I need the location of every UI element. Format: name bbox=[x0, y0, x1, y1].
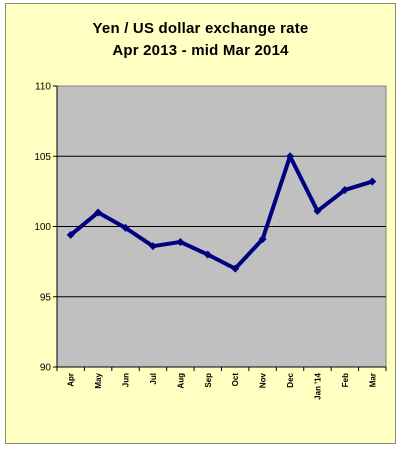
x-tick-label: Dec bbox=[286, 372, 295, 387]
data-point bbox=[148, 242, 157, 251]
x-tick-label: Feb bbox=[341, 373, 350, 387]
data-point bbox=[340, 185, 349, 194]
x-tick-label: Mar bbox=[368, 373, 377, 387]
data-point bbox=[313, 207, 322, 216]
data-point bbox=[94, 208, 103, 217]
data-point bbox=[231, 264, 240, 273]
data-point bbox=[368, 177, 377, 186]
x-tick-label: Oct bbox=[231, 373, 240, 387]
y-tick-label: 90 bbox=[40, 363, 52, 374]
x-tick-label: Nov bbox=[259, 372, 268, 388]
y-tick-label: 100 bbox=[34, 222, 51, 233]
data-point bbox=[66, 230, 75, 239]
data-point bbox=[121, 223, 130, 232]
data-point bbox=[176, 237, 185, 246]
x-tick-label: Jul bbox=[149, 373, 158, 385]
y-tick-label: 105 bbox=[34, 152, 51, 163]
x-tick-label: Jun bbox=[122, 373, 131, 387]
chart-subtitle: Apr 2013 - mid Mar 2014 bbox=[112, 42, 289, 59]
data-point bbox=[203, 250, 212, 259]
chart-title: Yen / US dollar exchange rate bbox=[92, 20, 309, 37]
data-point bbox=[286, 152, 295, 161]
x-tick-label: Aug bbox=[176, 373, 185, 389]
x-tick-label: Apr bbox=[67, 373, 76, 387]
y-tick-label: 110 bbox=[35, 82, 51, 93]
x-tick-label: May bbox=[94, 372, 103, 388]
chart-frame: Yen / US dollar exchange rate Apr 2013 -… bbox=[5, 3, 396, 444]
y-tick-label: 95 bbox=[40, 292, 52, 303]
line-chart: 90 95 100 105 110 Apr May Jun Jul Aug Sep Oct Nov Dec… bbox=[34, 82, 387, 400]
x-tick-label: Jan '14 bbox=[313, 372, 322, 399]
data-point bbox=[258, 235, 267, 244]
series-line bbox=[69, 154, 373, 271]
x-tick-label: Sep bbox=[204, 373, 213, 388]
